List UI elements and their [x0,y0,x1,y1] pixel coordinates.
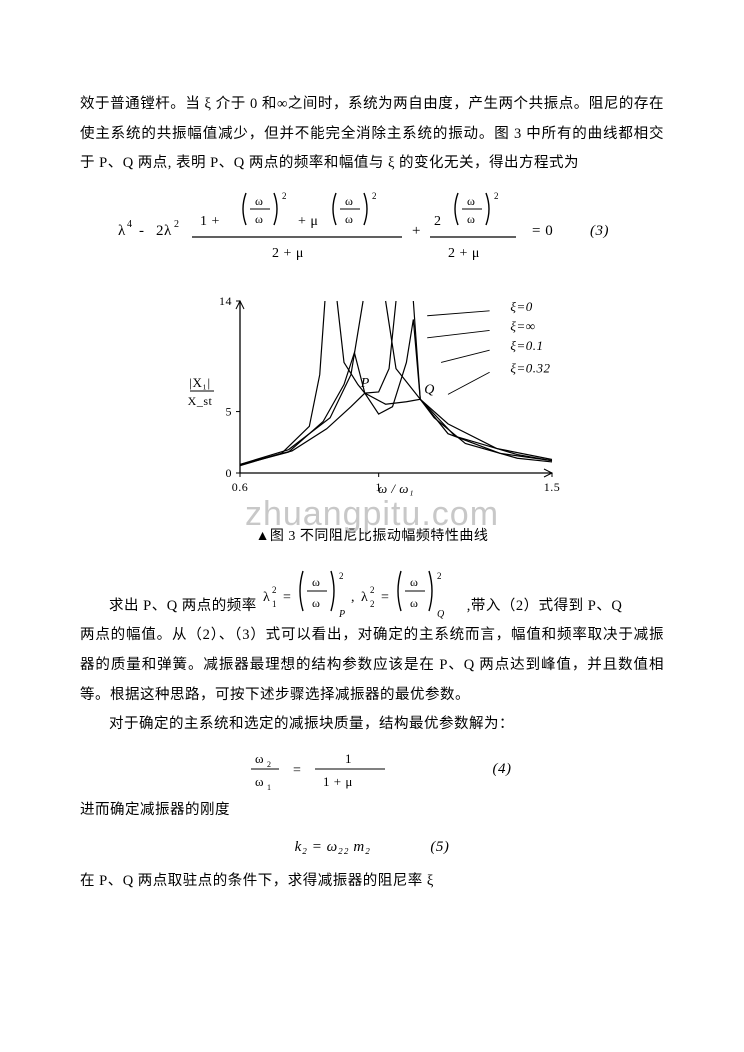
svg-text:ω: ω [467,194,475,208]
svg-text:2: 2 [282,191,287,201]
paragraph-5: 在 P、Q 两点取驻点的条件下，求得减振器的阻尼率 ξ [80,867,664,897]
paragraph-1: 效于普通镗杆。当 ξ 介于 0 和∞之间时，系统为两自由度，产生两个共振点。阻尼… [80,90,664,179]
paragraph-3: 对于确定的主系统和选定的减振块质量，结构最优参数解为： [80,710,664,740]
freq-text-b: ,带入（2）式得到 P、Q [467,592,623,622]
equation-4: ω2 ω1 = 1 1 + μ (4) [80,746,664,792]
svg-text:2: 2 [339,571,344,581]
svg-text:ω / ω₁: ω / ω₁ [378,481,414,496]
svg-text:ω: ω [410,596,418,610]
svg-text:+: + [412,223,421,239]
equation-3: λ 4 - 2λ 2 1 + ω ω 2 + μ [80,185,664,287]
svg-text:λ: λ [361,590,368,605]
svg-text:-: - [139,223,145,239]
svg-text:=: = [283,590,291,605]
svg-text:=: = [293,763,301,778]
svg-text:1: 1 [272,599,277,609]
svg-text:X_st: X_st [188,394,213,408]
svg-text:Q: Q [424,382,435,397]
paragraph-4: 进而确定减振器的刚度 [80,796,664,826]
svg-text:ω: ω [312,596,320,610]
eq5-body: k₂ = ω₂₂ m₂ [295,832,371,863]
svg-text:2: 2 [437,571,442,581]
paragraph-2: 两点的幅值。从（2）、（3）式可以看出，对确定的主系统而言，幅值和频率取决于减振… [80,621,664,710]
svg-text:ω: ω [312,575,320,589]
frequency-line: 求出 P、Q 两点的频率 λ12 = ω ω 2 P , λ22 = ω ω [80,563,664,621]
equation-5: k₂ = ω₂₂ m₂ (5) [80,832,664,863]
svg-text:P: P [360,376,370,391]
svg-text:= 0: = 0 [532,223,553,239]
svg-text:ω: ω [255,774,264,789]
svg-text:1.5: 1.5 [544,480,561,494]
svg-text:1: 1 [345,751,352,766]
svg-text:ξ=0.1: ξ=0.1 [510,338,543,353]
svg-text:2 + μ: 2 + μ [272,246,304,261]
page-content: 效于普通镗杆。当 ξ 介于 0 和∞之间时，系统为两自由度，产生两个共振点。阻尼… [0,0,744,956]
svg-text:ξ=∞: ξ=∞ [510,318,535,333]
svg-text:2: 2 [494,191,499,201]
svg-text:1 + μ: 1 + μ [323,774,353,789]
svg-text:2: 2 [370,599,375,609]
caption-title: 不同阻尼比振动幅频特性曲线 [300,529,489,544]
svg-text:ω: ω [255,751,264,766]
eq3-lambda4: λ [118,223,126,239]
svg-text:|X₁|: |X₁| [189,375,210,390]
svg-text:ω: ω [467,212,475,226]
figure-3-chart: 05140.611.5|X₁|X_stω / ω₁ξ=0ξ=∞ξ=0.1ξ=0.… [80,293,664,515]
svg-text:2 + μ: 2 + μ [448,246,480,261]
svg-text:2: 2 [434,214,442,229]
svg-text:2: 2 [370,585,375,595]
svg-text:ξ=0.32: ξ=0.32 [510,360,550,375]
svg-text:2: 2 [272,585,277,595]
svg-text:2: 2 [372,191,377,201]
figure-3-caption: ▲图 3 不同阻尼比振动幅频特性曲线 [80,523,664,552]
svg-text:2: 2 [267,760,272,769]
eq4-number: (4) [493,754,512,785]
svg-text:Q: Q [437,609,445,620]
svg-text:0: 0 [226,466,233,480]
svg-text:=: = [381,590,389,605]
svg-text:1: 1 [267,783,272,792]
svg-text:λ: λ [263,590,270,605]
svg-text:ω: ω [345,194,353,208]
svg-text:P: P [338,609,346,620]
svg-text:2: 2 [174,219,180,230]
svg-text:ξ=0: ξ=0 [510,299,532,314]
svg-text:4: 4 [127,219,133,230]
svg-text:1 +: 1 + [200,214,220,229]
svg-text:ω: ω [255,194,263,208]
svg-text:,: , [351,590,355,605]
svg-text:14: 14 [219,294,232,308]
svg-text:ω: ω [345,212,353,226]
eq3-number: (3) [590,223,609,239]
svg-text:0.6: 0.6 [232,480,249,494]
svg-text:2λ: 2λ [156,223,172,239]
eq5-number: (5) [430,832,449,863]
freq-text-a: 求出 P、Q 两点的频率 [80,592,257,622]
svg-text:5: 5 [226,404,233,418]
caption-prefix: ▲图 3 [256,529,300,544]
svg-text:+ μ: + μ [298,214,318,229]
svg-text:ω: ω [410,575,418,589]
svg-text:ω: ω [255,212,263,226]
